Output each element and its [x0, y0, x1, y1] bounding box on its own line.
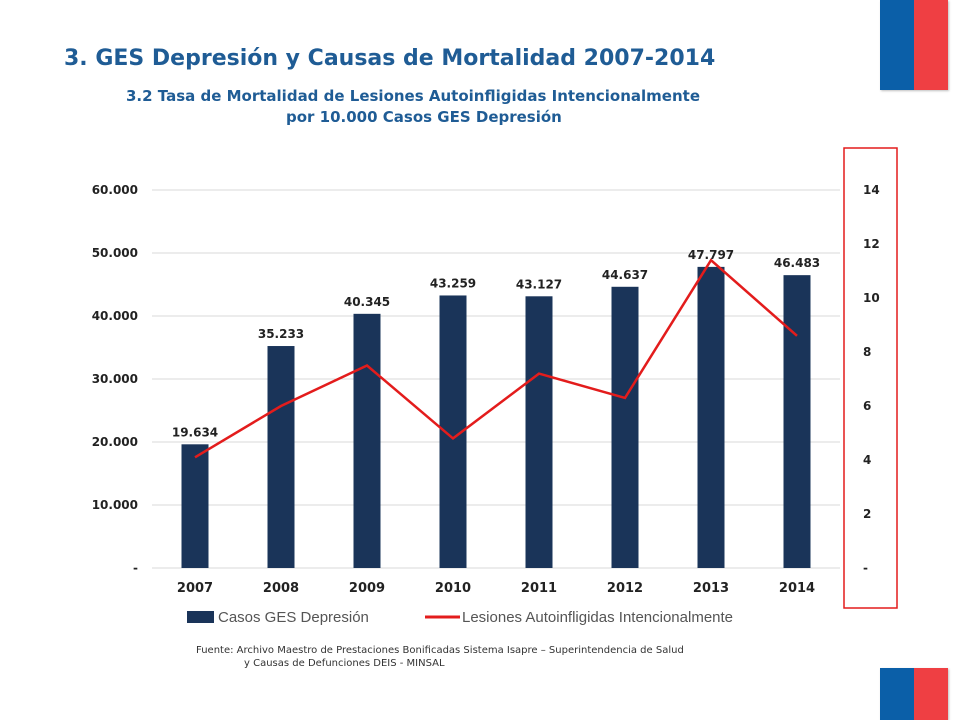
- x-tick-label: 2013: [693, 581, 729, 596]
- flag-red-stripe: [914, 0, 948, 90]
- gridlines: [152, 189, 840, 569]
- bar-data-label: 46.483: [774, 256, 820, 270]
- source-note: Fuente: Archivo Maestro de Prestaciones …: [196, 644, 684, 670]
- bar-series: [181, 266, 811, 568]
- source-line-2: y Causas de Defunciones DEIS - MINSAL: [244, 658, 445, 669]
- bar-data-label: 43.259: [430, 276, 476, 290]
- bar-data-label: 44.637: [602, 268, 648, 282]
- flag-blue-stripe: [880, 0, 914, 90]
- x-tick-label: 2010: [435, 581, 471, 596]
- y-right-tick-label: 8: [863, 345, 871, 359]
- line-series: [194, 258, 798, 459]
- y-left-tick-label: 50.000: [92, 246, 138, 260]
- bar: [181, 444, 209, 568]
- x-tick-label: 2012: [607, 581, 643, 596]
- subtitle-line-2: por 10.000 Casos GES Depresión: [286, 108, 562, 126]
- y-right-tick-label: 10: [863, 291, 880, 305]
- y-right-tick-label: 2: [863, 507, 871, 521]
- bar-data-label: 35.233: [258, 327, 304, 341]
- y-right-tick-label: 4: [863, 453, 871, 467]
- chart-legend: Casos GES Depresión Lesiones Autoinfligid…: [187, 609, 733, 626]
- source-line-1: Fuente: Archivo Maestro de Prestaciones …: [196, 645, 684, 656]
- flag-blue-stripe: [880, 668, 914, 720]
- y-right-tick-label: 14: [863, 183, 880, 197]
- flag-decoration-bottom: [880, 668, 948, 720]
- bar: [783, 275, 811, 568]
- y-right-tick-label: 12: [863, 237, 880, 251]
- bar-data-label: 40.345: [344, 295, 390, 309]
- slide-title: 3. GES Depresión y Causas de Mortalidad …: [64, 46, 716, 71]
- data-labels: 19.634 35.233 40.345 43.259 43.127 44.637 47.7…: [172, 248, 820, 439]
- bar: [353, 313, 381, 568]
- bar-data-label: 43.127: [516, 277, 562, 291]
- x-tick-label: 2009: [349, 581, 385, 596]
- bar-data-label: 47.797: [688, 248, 734, 262]
- y-left-tick-label: 60.000: [92, 183, 138, 197]
- y-left-tick-label: 20.000: [92, 435, 138, 449]
- chart-subtitle: 3.2 Tasa de Mortalidad de Lesiones Autoi…: [120, 86, 840, 128]
- bar: [611, 286, 639, 568]
- x-tick-label: 2007: [177, 581, 213, 596]
- y-left-tick-label: 10.000: [92, 498, 138, 512]
- x-tick-label: 2014: [779, 581, 815, 596]
- y-left-tick-label: -: [133, 561, 138, 575]
- bar: [697, 266, 725, 568]
- subtitle-line-1: 3.2 Tasa de Mortalidad de Lesiones Autoi…: [126, 87, 701, 105]
- flag-decoration-top: [880, 0, 948, 90]
- y-left-tick-label: 40.000: [92, 309, 138, 323]
- y-right-tick-label: 6: [863, 399, 871, 413]
- x-tick-label: 2011: [521, 581, 557, 596]
- bar-data-label: 19.634: [172, 425, 218, 439]
- legend-label-line: Lesiones Autoinfligidas Intencionalmente: [462, 609, 733, 626]
- bar: [525, 296, 553, 568]
- legend-swatch-bar: [187, 611, 214, 623]
- line-lesiones: [194, 258, 798, 459]
- right-axis-highlight-box: [843, 147, 898, 609]
- bar: [267, 346, 295, 568]
- flag-red-stripe: [914, 668, 948, 720]
- y-right-tick-label: -: [863, 561, 868, 575]
- y-left-tick-label: 30.000: [92, 372, 138, 386]
- legend-label-bar: Casos GES Depresión: [218, 609, 369, 626]
- axes: - 10.000 20.000 30.000 40.000 50.000 60.000 - 2 4…: [92, 147, 898, 609]
- x-tick-label: 2008: [263, 581, 299, 596]
